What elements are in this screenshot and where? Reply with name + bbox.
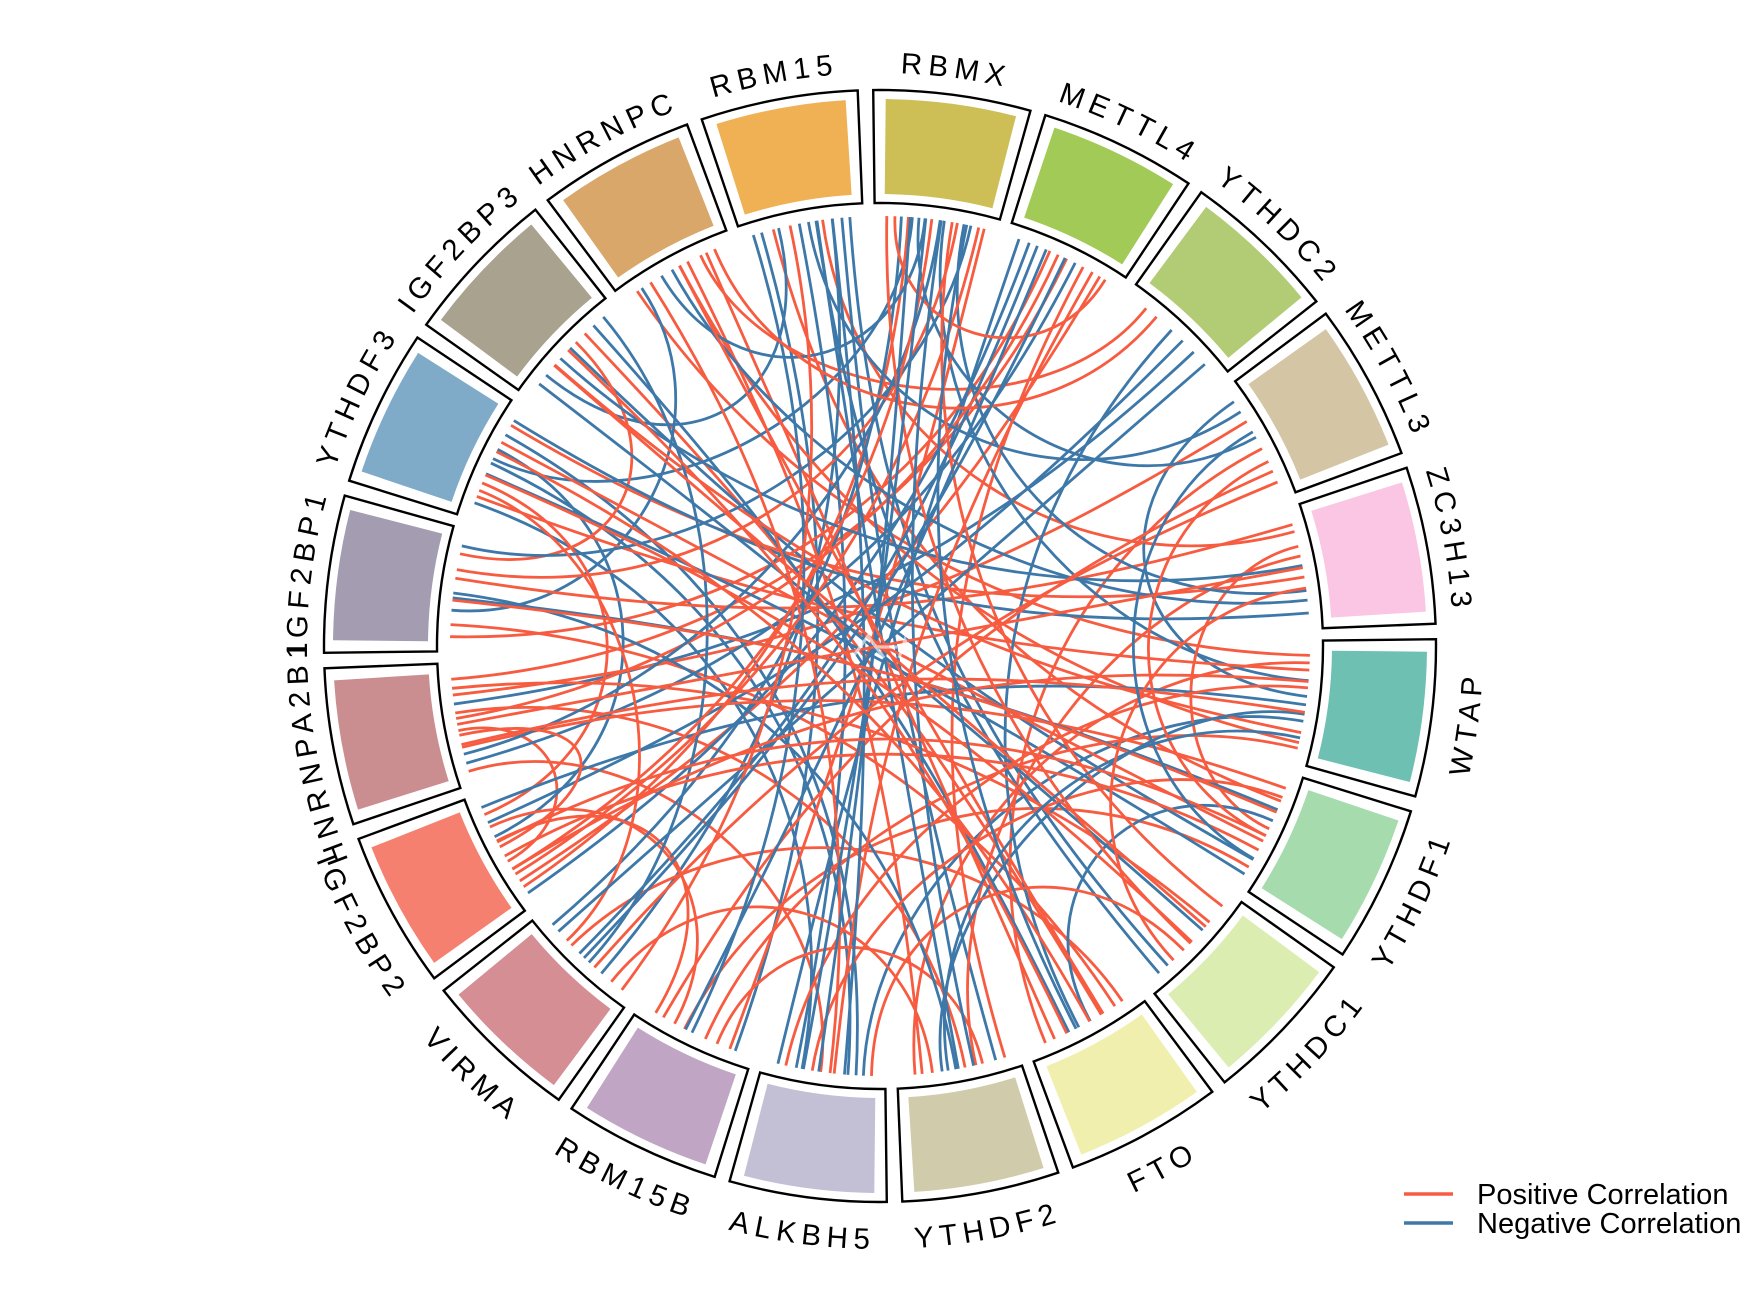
svg-text:Positive Correlation: Positive Correlation	[1477, 1179, 1728, 1211]
svg-text:Negative Correlation: Negative Correlation	[1477, 1208, 1741, 1240]
